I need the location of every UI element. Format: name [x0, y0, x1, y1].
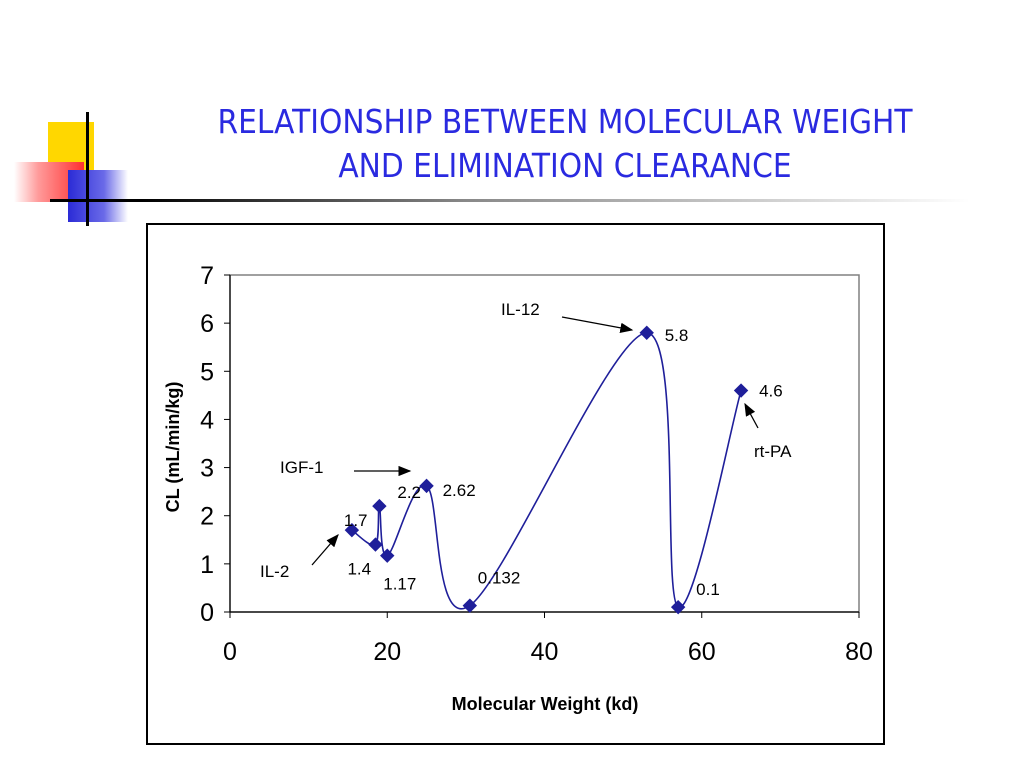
data-label: 2.2 [397, 483, 421, 502]
data-label: 2.62 [443, 481, 476, 500]
slide-title-line-1: RELATIONSHIP BETWEEN MOLECULAR WEIGHT [217, 102, 913, 141]
data-point-marker [368, 537, 383, 552]
data-label: 1.17 [383, 575, 416, 594]
data-point-marker [670, 599, 686, 615]
annotation-arrow [561, 316, 634, 333]
data-label: 1.4 [347, 560, 371, 579]
annotation-arrow [311, 534, 339, 566]
x-tick-label: 40 [531, 638, 559, 666]
deco-horizontal-line [50, 199, 970, 202]
curve-layer [351, 331, 742, 610]
y-tick-label: 3 [200, 455, 214, 483]
annotation-label: rt-PA [754, 442, 792, 461]
y-tick-label: 7 [200, 262, 214, 290]
data-label: 5.8 [665, 326, 689, 345]
slide-title-line-2: AND ELIMINATION CLEARANCE [338, 146, 792, 185]
x-tick-label: 80 [845, 638, 873, 666]
data-point-marker [639, 325, 654, 340]
annotation-arrow [744, 402, 759, 429]
chart-frame: 0 1 2 3 4 5 6 7 0 20 40 60 80 1.7 1.4 2.2 1.17 2.62 0.132… [146, 223, 885, 745]
y-tick-label: 0 [200, 599, 214, 627]
marker-layer [344, 325, 749, 615]
x-axis-title: Molecular Weight (kd) [452, 694, 639, 714]
data-point-marker [372, 498, 387, 514]
data-point-marker [419, 478, 434, 494]
x-tick-label: 60 [688, 638, 716, 666]
data-label: 1.7 [344, 511, 368, 530]
annotation-layer: IL-2 IGF-1 IL-12 rt-PA [260, 300, 792, 581]
data-point-marker [733, 383, 749, 398]
data-label: 0.1 [696, 580, 720, 599]
data-label: 0.132 [478, 569, 521, 588]
deco-vertical-line [86, 112, 89, 226]
y-axis-title: CL (mL/min/kg) [163, 382, 183, 513]
data-label: 4.6 [759, 382, 783, 401]
y-tick-label: 6 [200, 310, 214, 338]
x-tick-label: 0 [223, 638, 237, 666]
series-line [351, 331, 742, 610]
annotation-label: IL-12 [501, 300, 540, 319]
annotation-label: IGF-1 [280, 458, 323, 477]
y-tick-label: 1 [200, 551, 214, 579]
deco-blue-square [68, 170, 128, 222]
data-point-marker [462, 598, 478, 613]
y-tick-label: 5 [200, 358, 214, 386]
plot-layer: 0 1 2 3 4 5 6 7 0 20 40 60 80 [200, 262, 873, 666]
y-tick-label: 2 [200, 503, 214, 531]
slide-title: RELATIONSHIP BETWEEN MOLECULAR WEIGHT AN… [178, 100, 952, 188]
label-layer: 1.7 1.4 2.2 1.17 2.62 0.132 5.8 0.1 4.6 [344, 326, 783, 599]
clearance-chart: 0 1 2 3 4 5 6 7 0 20 40 60 80 1.7 1.4 2.2 1.17 2.62 0.132… [163, 262, 873, 714]
data-point-marker [344, 522, 360, 538]
y-tick-label: 4 [200, 406, 214, 434]
data-point-marker [380, 548, 395, 563]
x-tick-label: 20 [373, 638, 401, 666]
annotation-label: IL-2 [260, 562, 289, 581]
